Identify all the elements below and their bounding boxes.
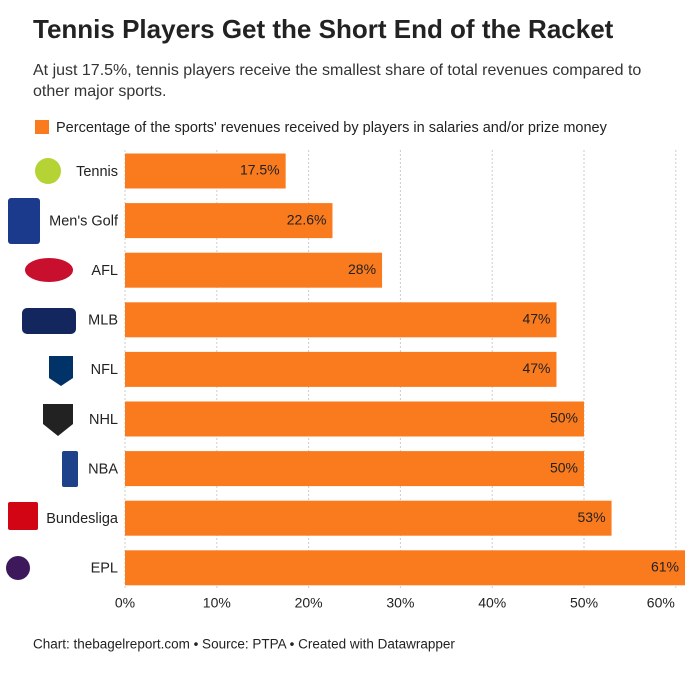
x-tick-label: 0%: [115, 595, 135, 611]
bar: [125, 550, 685, 586]
bundesliga-icon: [8, 502, 38, 530]
category-label: AFL: [91, 263, 118, 279]
legend-swatch: [35, 120, 49, 134]
afl-icon: [25, 258, 73, 282]
mlb-icon: [22, 308, 76, 334]
value-label: 28%: [348, 261, 376, 277]
value-label: 47%: [522, 311, 550, 327]
x-tick-label: 30%: [386, 595, 414, 611]
nba-icon: [62, 451, 78, 487]
value-label: 50%: [550, 459, 578, 475]
bar: [125, 153, 286, 189]
bar: [125, 401, 585, 437]
nhl-icon: [43, 404, 73, 436]
x-tick-label: 10%: [203, 595, 231, 611]
category-label: Bundesliga: [46, 511, 119, 527]
value-label: 53%: [578, 509, 606, 525]
legend-label: Percentage of the sports' revenues recei…: [56, 120, 608, 136]
category-label: NBA: [88, 461, 118, 477]
footer: Chart: thebagelreport.com • Source: PTPA…: [33, 637, 455, 652]
category-label: NFL: [91, 362, 118, 378]
bar: [125, 351, 557, 387]
value-label: 22.6%: [287, 211, 327, 227]
golf-icon: [8, 198, 40, 244]
category-label: Tennis: [76, 164, 118, 180]
value-label: 50%: [550, 410, 578, 426]
category-label: MLB: [88, 313, 118, 329]
bar: [125, 451, 585, 487]
chart-title: Tennis Players Get the Short End of the …: [33, 14, 614, 44]
bar: [125, 500, 612, 536]
category-label: Men's Golf: [49, 213, 119, 229]
x-tick-label: 20%: [295, 595, 323, 611]
tennis-icon: [35, 158, 61, 184]
category-label: NHL: [89, 412, 118, 428]
x-tick-label: 60%: [647, 595, 675, 611]
nfl-icon: [49, 356, 73, 386]
bar: [125, 203, 333, 239]
value-label: 17.5%: [240, 162, 280, 178]
epl-icon: [6, 556, 30, 580]
x-tick-label: 40%: [478, 595, 506, 611]
bar: [125, 302, 557, 338]
category-label: EPL: [91, 561, 118, 577]
bar: [125, 252, 383, 288]
x-tick-label: 50%: [570, 595, 598, 611]
subtitle: At just 17.5%, tennis players receive th…: [33, 62, 642, 100]
value-label: 61%: [651, 559, 679, 575]
icons: [6, 158, 78, 580]
subtitle-box: At just 17.5%, tennis players receive th…: [33, 62, 642, 100]
value-label: 47%: [522, 360, 550, 376]
